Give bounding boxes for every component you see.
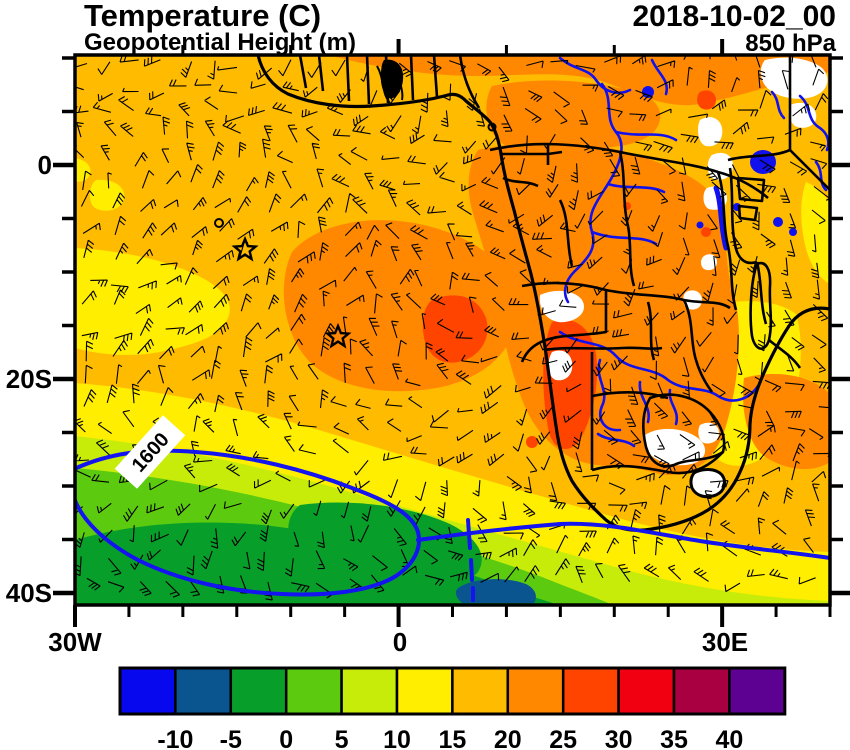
colorbar-tick-label: 20 [494,726,522,750]
colorbar-tick-label: -10 [157,726,193,750]
border [501,143,563,188]
river-zambezi [558,330,760,402]
temp-region--5-0 [288,502,482,591]
lat-label-0: 0 [38,150,52,180]
colorbar-cell-7 [506,666,565,716]
river [590,130,678,246]
colorbar-tick-label: 30 [605,726,633,750]
colorbar-cell-5 [395,666,454,716]
temp-region-25-30 [526,436,538,448]
white-masked-areas [539,57,828,499]
height-contour-line [416,521,830,560]
temp-region--10--5 [455,579,536,603]
niger-river [376,63,404,101]
lake [642,86,654,98]
white-patch [698,117,723,147]
lon-label-30w: 30W [48,627,102,657]
colorbar-tick-label: -5 [220,726,242,750]
border [591,451,724,475]
border [298,55,325,92]
border-zimbabwe [642,393,726,468]
colorbar-tick-label: 10 [383,726,411,750]
white-patch [707,152,734,180]
colorbar-cell-6 [451,666,510,716]
lake [773,217,783,227]
white-patch [548,350,573,381]
temp-region-20-25 [742,373,830,470]
border [727,55,830,265]
colorbar-tick-label: 40 [715,726,743,750]
colorbar-cell-4 [340,666,399,716]
colorbar-cell-3 [284,666,343,716]
river [770,90,786,120]
temp-region-10-15 [75,248,230,355]
border [458,55,481,109]
bioko-island [487,122,497,132]
temp-region-25-30 [697,90,716,110]
height-contour-line [466,518,475,602]
colorbar-outline [118,666,787,716]
height-contour-1600 [75,448,830,602]
white-patch [760,57,828,99]
white-patch [698,422,720,444]
contour-label-box [114,415,186,489]
page-subtitle: Geopotential Height (m) [84,29,356,56]
wind-barbs-layer [75,55,830,601]
border [716,171,738,311]
colorbar-tick-label: 0 [279,726,293,750]
height-contour-line [75,448,421,597]
colorbar-tick-label: 5 [335,726,349,750]
temp-region-10-15 [801,182,830,284]
white-patch-lesotho [689,468,727,499]
colorbar-cell-9 [617,666,676,716]
axis-ticks [53,39,850,627]
border [520,281,731,363]
colorbar-cell-1 [174,666,233,716]
colorbar-cell-10 [672,666,731,716]
lon-label-30e: 30E [702,627,748,657]
pressure-level-label: 850 hPa [745,30,836,57]
circle-marker [214,218,224,228]
lake [789,228,797,236]
temp-region-10-15 [75,158,91,182]
lake-tanganyika [713,185,729,251]
river [597,358,679,432]
border [646,299,714,393]
border [558,151,636,287]
border [736,176,766,222]
markers-layer [214,218,350,348]
page-title: Temperature (C) [84,0,321,33]
temp-region-20-25 [486,80,661,154]
temp-region-25-30 [701,227,711,237]
map-area: 1600 [75,55,830,605]
lat-label-20s: 20S [6,364,52,394]
lat-label-40s: 40S [6,578,52,608]
valid-time-label: 2018-10-02_00 [632,0,836,33]
africa-coast [256,55,830,532]
white-patch [701,254,717,271]
colorbar-cell-11 [728,666,787,716]
colorbar-cell-8 [561,666,620,716]
temp-region-25-30 [422,295,488,363]
lon-label-0: 0 [393,627,407,657]
temp-region-20-25 [468,142,739,475]
colorbar-cell-0 [118,666,177,716]
colorbar-tick-label: 15 [438,726,466,750]
river [563,82,623,304]
colorbar-tick-label: 35 [660,726,688,750]
colorbar: -10 -5 0 5 10 15 20 25 30 35 40 [118,666,787,750]
lake [696,221,704,229]
colorbar-tick-label: 25 [549,726,577,750]
border [755,261,802,369]
colorbar-cell-2 [229,666,288,716]
borders-layer [298,55,830,475]
coastline [256,55,830,532]
